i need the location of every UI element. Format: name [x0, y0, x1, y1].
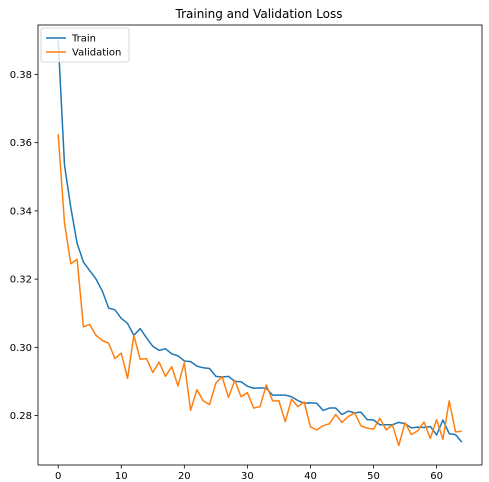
series-line-train — [57, 40, 463, 443]
chart-title: Training and Validation Loss — [175, 7, 343, 21]
y-tick-label: 0.30 — [10, 343, 32, 354]
x-tick-label: 10 — [115, 471, 128, 482]
y-tick-label: 0.34 — [10, 206, 32, 217]
x-tick-label: 40 — [304, 471, 317, 482]
y-tick-label: 0.36 — [10, 138, 32, 149]
legend-box — [40, 27, 130, 63]
y-tick-label: 0.38 — [10, 70, 32, 81]
y-tick-label: 0.32 — [10, 275, 32, 286]
x-tick-label: 30 — [241, 471, 254, 482]
legend-label-validation: Validation — [72, 48, 121, 59]
x-tick-label: 20 — [178, 471, 191, 482]
x-axis: 0 10 20 30 40 50 60 — [55, 465, 443, 482]
series-layer — [57, 40, 463, 447]
legend: Train Validation — [40, 27, 130, 63]
plot-area — [37, 24, 483, 466]
y-axis: 0.28 0.30 0.32 0.34 0.36 0.38 — [10, 70, 38, 422]
y-tick-label: 0.28 — [10, 411, 32, 422]
plot-frame — [37, 24, 483, 466]
x-tick-label: 50 — [367, 471, 380, 482]
legend-label-train: Train — [71, 34, 96, 45]
x-tick-label: 0 — [55, 471, 61, 482]
x-tick-label: 60 — [430, 471, 443, 482]
series-line-validation — [57, 134, 462, 447]
